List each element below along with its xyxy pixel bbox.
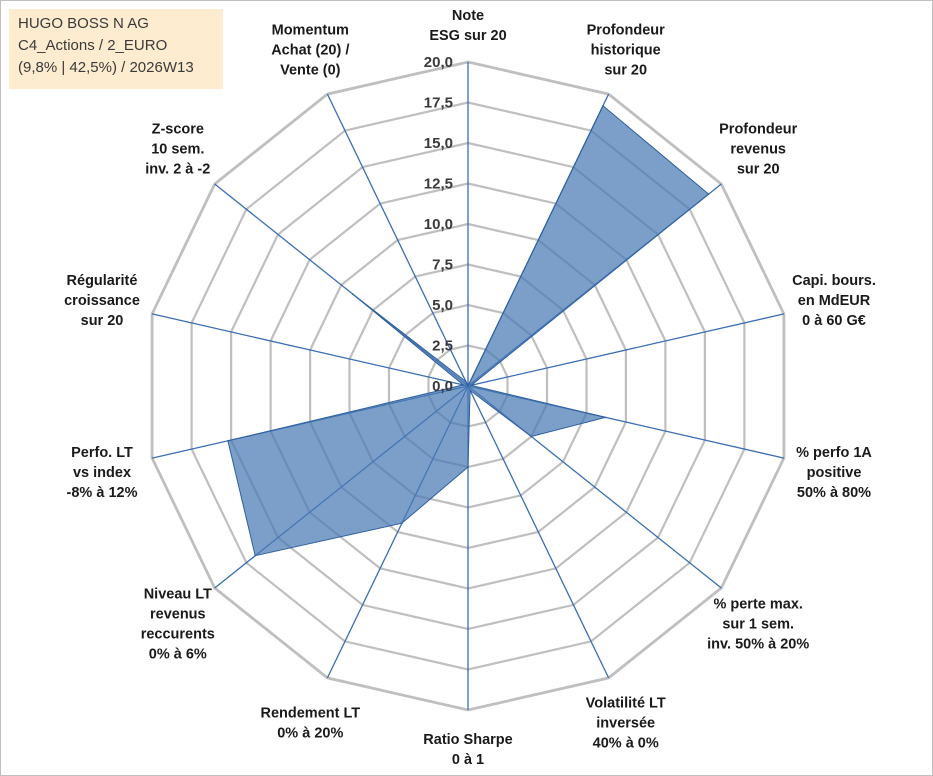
tick-label: 2,5 [432, 338, 453, 355]
data-point [254, 554, 256, 557]
data-point [227, 440, 229, 442]
data-point [465, 380, 467, 383]
axis-spoke [467, 313, 785, 387]
axis-label: Régularité croissance sur 20 [64, 273, 140, 329]
axis-label: Capi. bours. en MdEUR 0 à 60 G€ [792, 273, 876, 329]
data-point [467, 466, 469, 468]
data-point [707, 193, 710, 195]
axis-label-line: positive [807, 465, 862, 481]
axis-label-line: Capi. bours. [792, 273, 876, 289]
data-point [401, 522, 403, 524]
series-layer [227, 105, 710, 557]
axis-label-line: ESG sur 20 [429, 28, 506, 44]
axis-label-line: % perfo 1A [796, 445, 872, 461]
tick-label: 17,5 [424, 95, 453, 112]
axis-label-line: Niveau LT [144, 587, 212, 603]
tick-layer: 0,0 2,5 5,0 7,5 10,0 12,5 15,0 17,5 20,0 [424, 54, 453, 395]
axis-label: Ratio Sharpe 0 à 1 [423, 732, 512, 768]
axis-label-line: vs index [73, 465, 131, 481]
axis-label-line: Achat (20) / [271, 42, 349, 58]
axis-label-line: sur 20 [737, 161, 780, 177]
tick-label: 15,0 [424, 135, 453, 152]
info-box: HUGO BOSS N AG C4_Actions / 2_EURO (9,8%… [9, 9, 223, 89]
axis-label: Volatilité LT inversée 40% à 0% [586, 696, 666, 752]
axis-label: % perte max. sur 1 sem. inv. 50% à 20% [707, 597, 809, 653]
axis-label-line: sur 1 sem. [722, 617, 794, 633]
axis-label-line: Profondeur [719, 121, 797, 137]
data-point [602, 105, 604, 107]
axis-label: Momentum Achat (20) / Vente (0) [271, 22, 349, 78]
axis-label-line: revenus [730, 141, 786, 157]
axis-label: % perfo 1A positive 50% à 80% [796, 445, 872, 501]
data-point [462, 384, 465, 386]
axis-label-line: croissance [64, 293, 140, 309]
axis-label-line: Momentum [272, 22, 349, 38]
data-point [470, 384, 473, 387]
axis-label-line: revenus [150, 607, 206, 623]
axis-label: Profondeur historique sur 20 [587, 22, 665, 78]
axis-label-line: sur 20 [604, 62, 647, 78]
axis-label-line: -8% à 12% [67, 485, 138, 501]
tick-label: 12,5 [424, 176, 453, 193]
axis-label-line: 50% à 80% [797, 485, 871, 501]
info-title: HUGO BOSS N AG [18, 15, 149, 32]
axis-label-line: Ratio Sharpe [423, 732, 512, 748]
tick-label: 10,0 [424, 216, 453, 233]
axis-label-line: Régularité [67, 273, 138, 289]
axis-label-line: % perte max. [713, 597, 802, 613]
axis-label-line: 0% à 20% [277, 726, 343, 742]
data-point [604, 416, 607, 419]
axis-label: Note ESG sur 20 [429, 8, 506, 44]
axis-label-line: 10 sem. [151, 141, 204, 157]
axis-label-line: inv. 50% à 20% [707, 637, 809, 653]
axis-label-line: sur 20 [81, 313, 124, 329]
axis-label-line: en MdEUR [798, 293, 871, 309]
info-category: C4_Actions / 2_EURO [18, 37, 168, 54]
tick-label: 7,5 [432, 257, 453, 274]
tick-label: 0,0 [432, 378, 453, 395]
label-layer: Note ESG sur 20 Profondeur historique sur 20… [64, 8, 876, 768]
info-stats: (9,8% | 42,5%) / 2026W13 [18, 59, 194, 76]
axis-label: Profondeur revenus sur 20 [719, 121, 797, 177]
tick-label: 20,0 [424, 54, 453, 71]
data-point [530, 435, 533, 438]
axis-label-line: 0% à 6% [149, 647, 207, 663]
axis-label: Niveau LT revenus reccurents 0% à 6% [141, 587, 215, 663]
axis-label-line: 0 à 60 G€ [802, 313, 866, 329]
axis-label-line: historique [591, 42, 661, 58]
axis-label-line: Volatilité LT [586, 696, 666, 712]
data-point [469, 389, 471, 392]
axis-label-line: 0 à 1 [452, 752, 484, 768]
axis-label-line: 40% à 0% [593, 736, 659, 752]
axis-spoke [326, 93, 469, 387]
axis-label-line: Z-score [152, 121, 204, 137]
axis-label-line: Vente (0) [280, 62, 341, 78]
axis-spoke [467, 385, 610, 679]
axis-label-line: inversée [596, 716, 655, 732]
axis-label-line: inv. 2 à -2 [145, 161, 210, 177]
data-point [467, 385, 469, 387]
axis-label-line: Perfo. LT [71, 445, 133, 461]
axis-label-line: Note [452, 8, 484, 24]
axis-label-line: Rendement LT [260, 706, 360, 722]
axis-label: Perfo. LT vs index -8% à 12% [67, 445, 138, 501]
data-point [351, 293, 354, 295]
axis-spoke [151, 313, 469, 387]
axis-label: Z-score 10 sem. inv. 2 à -2 [145, 121, 210, 177]
axis-label-line: reccurents [141, 627, 215, 643]
tick-label: 5,0 [432, 297, 453, 314]
axis-label-line: Profondeur [587, 22, 665, 38]
axis-label: Rendement LT 0% à 20% [260, 706, 360, 742]
